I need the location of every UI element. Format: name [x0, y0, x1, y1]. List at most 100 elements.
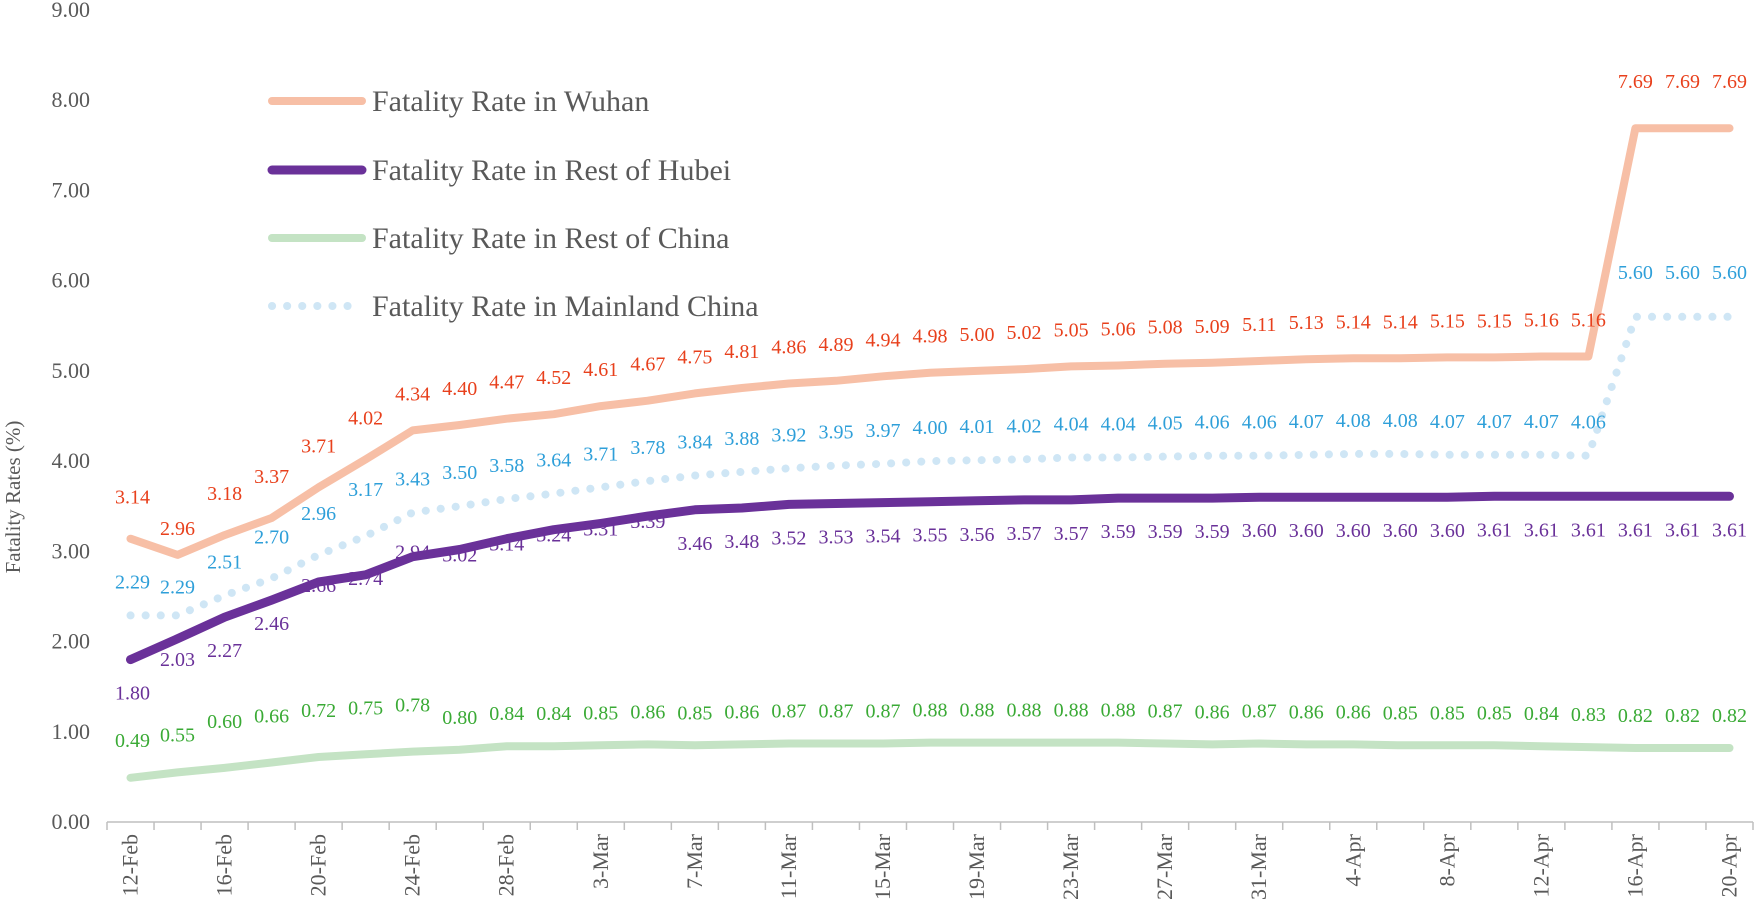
data-label: 4.89	[818, 334, 853, 356]
x-tick-label: 8-Apr	[1434, 833, 1459, 886]
y-tick-label: 4.00	[52, 448, 91, 473]
x-tick-label: 24-Feb	[400, 834, 425, 896]
data-label: 3.97	[865, 420, 900, 442]
data-label: 5.13	[1289, 312, 1324, 334]
data-label: 0.85	[1383, 702, 1418, 724]
data-label: 4.04	[1101, 414, 1136, 436]
data-label: 0.82	[1712, 705, 1747, 727]
data-label: 5.60	[1618, 262, 1653, 284]
data-label: 4.06	[1242, 412, 1277, 434]
data-label: 4.52	[536, 367, 571, 389]
series-line-3	[126, 312, 1734, 620]
data-label: 0.60	[207, 711, 242, 733]
data-label: 3.60	[1336, 520, 1371, 542]
data-label: 4.05	[1148, 413, 1183, 435]
data-label: 0.87	[1148, 701, 1183, 723]
data-label: 0.75	[348, 697, 383, 719]
data-label: 0.88	[1101, 700, 1136, 722]
x-tick-label: 7-Mar	[682, 833, 707, 889]
data-label: 3.88	[724, 428, 759, 450]
x-tick-label: 20-Apr	[1716, 833, 1741, 897]
y-tick-label: 0.00	[52, 809, 91, 834]
x-tick-label: 16-Apr	[1622, 833, 1647, 897]
data-label: 0.87	[1242, 701, 1277, 723]
data-label: 5.02	[1007, 322, 1042, 344]
data-label: 5.60	[1665, 262, 1700, 284]
data-label: 3.95	[818, 422, 853, 444]
data-label: 0.85	[1477, 702, 1512, 724]
data-label: 0.55	[160, 724, 195, 746]
data-label: 2.46	[254, 613, 289, 635]
data-label: 2.74	[348, 568, 383, 590]
data-label: 4.86	[771, 337, 806, 359]
data-label: 4.61	[583, 359, 618, 381]
data-label: 2.96	[301, 503, 336, 525]
data-label: 1.80	[115, 683, 150, 705]
data-label: 0.88	[913, 700, 948, 722]
data-label: 0.82	[1665, 705, 1700, 727]
data-label: 0.84	[536, 703, 571, 725]
legend-label: Fatality Rate in Wuhan	[372, 85, 649, 118]
x-tick-label: 16-Feb	[212, 834, 237, 896]
data-label: 0.66	[254, 705, 289, 727]
data-label: 0.85	[1430, 702, 1465, 724]
data-label: 5.05	[1054, 319, 1089, 341]
data-label: 3.52	[771, 527, 806, 549]
y-axis-title: Fatality Rates (%)	[1, 421, 25, 574]
data-label: 3.50	[442, 462, 477, 484]
data-label: 3.55	[913, 525, 948, 547]
data-label: 5.06	[1101, 318, 1136, 340]
y-tick-label: 7.00	[52, 177, 91, 202]
data-label: 0.88	[1007, 700, 1042, 722]
data-label: 3.92	[771, 424, 806, 446]
legend: Fatality Rate in Wuhan Fatality Rate in R…	[267, 85, 759, 323]
data-label: 4.07	[1477, 411, 1512, 433]
data-label: 5.16	[1524, 309, 1559, 331]
x-tick-label: 11-Mar	[776, 833, 801, 899]
data-label: 5.08	[1148, 317, 1183, 339]
data-label: 0.86	[724, 701, 759, 723]
series-line-0	[126, 124, 1734, 559]
data-label: 3.78	[630, 437, 665, 459]
data-label: 3.58	[489, 455, 524, 477]
legend-label: Fatality Rate in Rest of Hubei	[372, 154, 731, 187]
data-label: 2.27	[207, 640, 242, 662]
x-axis: 12-Feb 16-Feb 20-Feb 24-Feb 28-Feb 3-Mar 7-Mar…	[106, 821, 1754, 900]
data-label: 0.86	[630, 701, 665, 723]
data-label: 0.87	[771, 701, 806, 723]
data-label: 0.72	[301, 700, 336, 722]
data-label: 4.01	[960, 416, 995, 438]
data-label: 4.67	[630, 354, 665, 376]
data-label: 0.84	[1524, 703, 1559, 725]
data-labels: 3.14 2.96 3.18 3.37 3.71 4.02 4.34 4.40 4.47 4.52…	[115, 71, 1747, 752]
data-label: 2.29	[115, 571, 150, 593]
data-label: 3.71	[301, 435, 336, 457]
data-label: 5.14	[1336, 311, 1371, 333]
data-label: 0.49	[115, 730, 150, 752]
x-tick-label: 12-Feb	[118, 834, 143, 896]
x-tick-label: 31-Mar	[1246, 833, 1271, 900]
data-label: 0.88	[960, 700, 995, 722]
data-label: 3.61	[1712, 519, 1747, 541]
data-label: 2.96	[160, 518, 195, 540]
data-label: 3.43	[395, 469, 430, 491]
data-label: 3.14	[115, 487, 150, 509]
data-label: 3.57	[1054, 523, 1089, 545]
data-label: 3.17	[348, 479, 383, 501]
data-label: 3.64	[536, 450, 571, 472]
data-label: 4.02	[1007, 415, 1042, 437]
data-label: 4.07	[1430, 411, 1465, 433]
y-tick-label: 5.00	[52, 358, 91, 383]
legend-label: Fatality Rate in Rest of China	[372, 222, 729, 255]
data-label: 3.56	[960, 524, 995, 546]
data-label: 3.46	[677, 533, 712, 555]
data-label: 4.06	[1195, 412, 1230, 434]
data-label: 4.07	[1524, 411, 1559, 433]
data-label: 3.61	[1665, 519, 1700, 541]
data-label: 3.60	[1289, 520, 1324, 542]
data-label: 2.94	[395, 542, 430, 564]
legend-label: Fatality Rate in Mainland China	[372, 290, 759, 323]
data-label: 4.04	[1054, 414, 1089, 436]
data-label: 4.34	[395, 383, 430, 405]
